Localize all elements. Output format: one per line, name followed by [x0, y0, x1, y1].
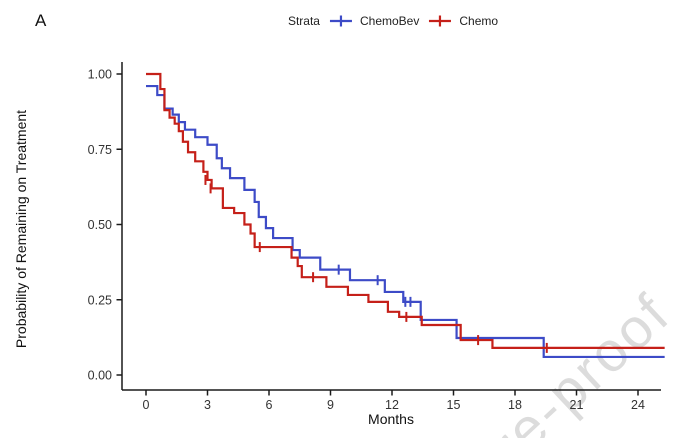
legend: Strata ChemoBev Chemo	[288, 14, 498, 28]
legend-item-chemobev: ChemoBev	[327, 14, 419, 28]
chemo-plus-glyph-icon	[428, 14, 452, 28]
y-tick-label: 0.75	[88, 143, 112, 157]
x-tick-label: 12	[385, 398, 399, 412]
panel-label: A	[35, 11, 47, 30]
legend-item-chemo: Chemo	[426, 14, 498, 28]
survival-curve-chemobev	[146, 84, 665, 359]
x-axis-title: Months	[368, 411, 414, 427]
y-tick-label: 0.00	[88, 369, 112, 383]
y-tick-label: 0.25	[88, 293, 112, 307]
legend-label-chemo: Chemo	[459, 14, 499, 28]
x-tick-label: 9	[327, 398, 334, 412]
x-tick-label: 18	[508, 398, 522, 412]
x-tick-label: 24	[631, 398, 645, 412]
x-tick-label: 21	[570, 398, 584, 412]
y-tick-label: 0.50	[88, 218, 112, 232]
x-tick-label: 15	[447, 398, 461, 412]
survival-curve-chemo	[146, 72, 665, 350]
x-tick-label: 3	[204, 398, 211, 412]
y-tick-label: 1.00	[88, 68, 112, 82]
x-tick-label: 6	[266, 398, 273, 412]
legend-label-chemobev: ChemoBev	[359, 14, 420, 28]
chemobev-plus-glyph-icon	[329, 14, 353, 28]
watermark-text: Journal Pre-proof	[285, 281, 682, 438]
x-tick-label: 0	[143, 398, 150, 412]
legend-title: Strata	[287, 14, 320, 28]
